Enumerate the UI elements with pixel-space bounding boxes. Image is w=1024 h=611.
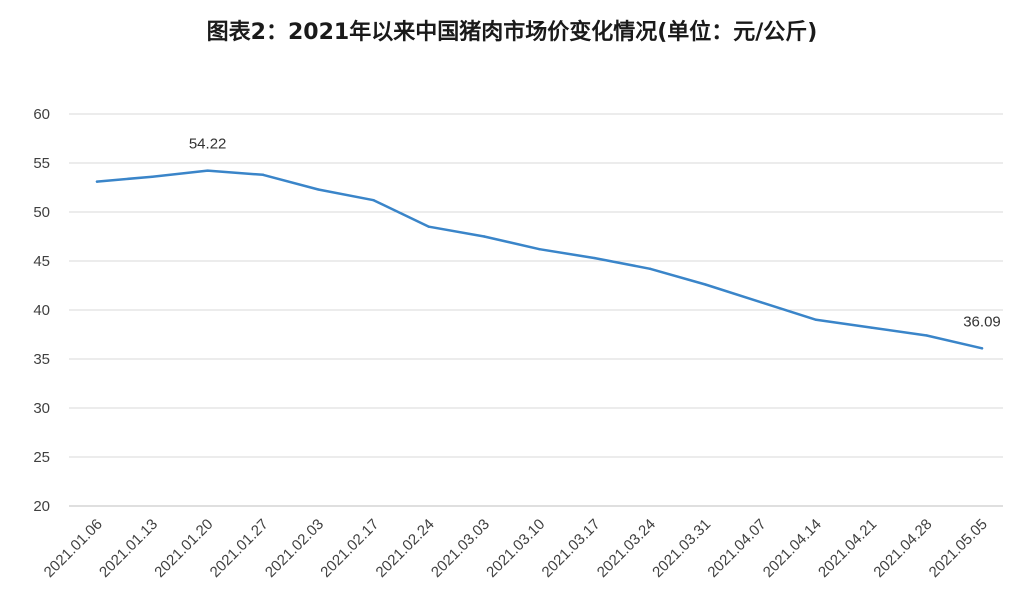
x-tick-label: 2021.01.06 bbox=[41, 516, 106, 581]
x-tick-label: 2021.02.03 bbox=[262, 516, 327, 581]
x-tick-label: 2021.02.17 bbox=[317, 516, 382, 581]
x-tick-label: 2021.03.10 bbox=[483, 516, 548, 581]
x-tick-label: 2021.01.20 bbox=[151, 516, 216, 581]
y-tick-label: 60 bbox=[33, 106, 50, 123]
data-label: 54.22 bbox=[189, 136, 227, 153]
x-tick-label: 2021.04.14 bbox=[760, 516, 825, 581]
y-tick-label: 45 bbox=[33, 253, 50, 270]
data-point bbox=[427, 225, 431, 228]
y-tick-label: 55 bbox=[33, 155, 50, 172]
x-tick-label: 2021.03.31 bbox=[649, 516, 714, 581]
data-label: 36.09 bbox=[963, 313, 1001, 330]
x-tick-label: 2021.01.27 bbox=[207, 516, 272, 581]
x-tick-label: 2021.01.13 bbox=[96, 516, 161, 581]
data-point bbox=[925, 334, 928, 337]
data-point bbox=[538, 248, 541, 251]
data-point bbox=[95, 180, 99, 183]
y-tick-label: 40 bbox=[33, 302, 50, 319]
data-point bbox=[593, 256, 597, 260]
x-tick-label: 2021.04.07 bbox=[704, 516, 769, 581]
y-tick-label: 50 bbox=[33, 204, 50, 221]
y-tick-label: 20 bbox=[33, 498, 50, 515]
y-tick-label: 30 bbox=[33, 400, 50, 417]
data-point bbox=[870, 326, 873, 329]
series-line bbox=[95, 169, 984, 350]
data-point bbox=[648, 267, 652, 271]
x-tick-label: 2021.03.24 bbox=[594, 516, 659, 581]
data-point bbox=[372, 199, 375, 202]
data-point bbox=[482, 235, 486, 238]
chart-title: 图表2：2021年以来中国猪肉市场价变化情况(单位：元/公斤) bbox=[206, 20, 818, 45]
y-tick-label: 25 bbox=[33, 449, 50, 466]
y-tick-label: 35 bbox=[33, 351, 50, 368]
data-point bbox=[317, 188, 320, 191]
x-tick-label: 2021.02.24 bbox=[373, 516, 438, 581]
x-tick-label: 2021.03.17 bbox=[539, 516, 604, 581]
data-point bbox=[704, 283, 707, 286]
data-point bbox=[759, 300, 762, 304]
x-tick-label: 2021.04.21 bbox=[815, 516, 880, 581]
data-point bbox=[814, 318, 818, 321]
data-point bbox=[980, 347, 984, 350]
data-point bbox=[261, 173, 265, 176]
data-point bbox=[206, 169, 209, 172]
data-point bbox=[151, 175, 154, 178]
x-tick-label: 2021.03.03 bbox=[428, 516, 493, 581]
x-tick-label: 2021.05.05 bbox=[926, 516, 991, 581]
x-tick-label: 2021.04.28 bbox=[870, 516, 935, 581]
